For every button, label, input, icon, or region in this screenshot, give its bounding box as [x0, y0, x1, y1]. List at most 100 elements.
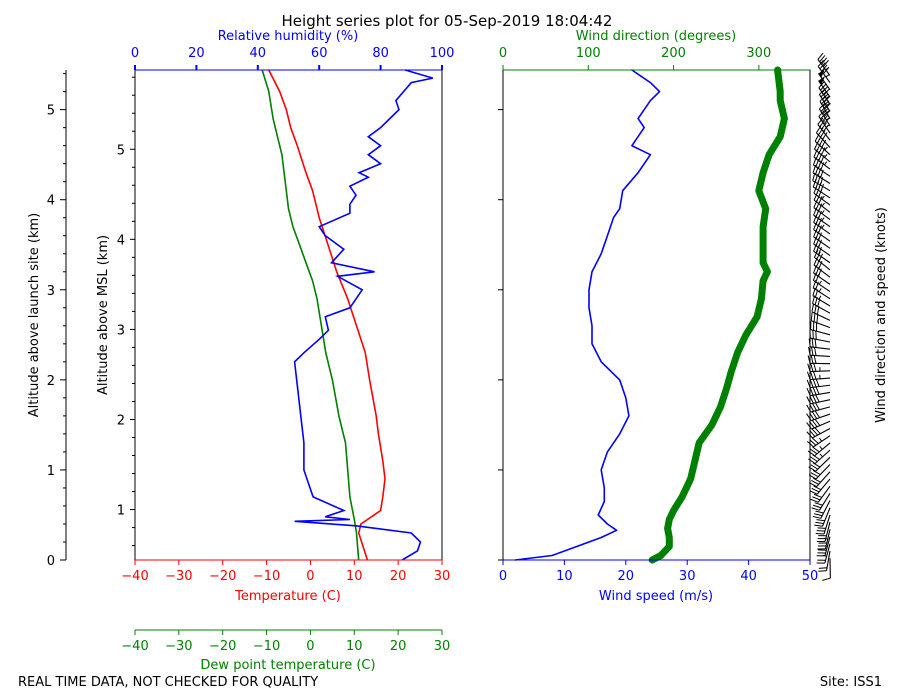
wind-barb	[810, 406, 831, 413]
wind-barb-feather	[818, 570, 827, 572]
wind-barb	[814, 140, 831, 156]
wind-barb-feather	[816, 519, 825, 522]
wind-barb-feather	[806, 379, 811, 388]
wind-barb	[824, 522, 831, 542]
wind-barb-feather	[818, 196, 823, 205]
wind-barb-feather	[816, 314, 819, 323]
wind-barb-feather	[812, 395, 817, 403]
wind-barb-feather	[808, 466, 816, 472]
wind-barb-feather	[813, 363, 817, 372]
wind-direction-tick-label: 100	[576, 46, 601, 61]
wind-barb	[813, 243, 831, 257]
wind-ticks: 0 10 20 30 40 50 0 100 200 300	[498, 46, 818, 584]
wind-barb-feather	[812, 386, 817, 395]
humidity-tick-label: 60	[311, 46, 328, 61]
humidity-tick-label: 100	[430, 46, 455, 61]
launch-alt-tick-label: 1	[47, 464, 55, 479]
dewpoint-tick-label: 30	[434, 639, 451, 654]
thermo-series-group	[261, 69, 434, 561]
wind-barb-feather	[818, 110, 825, 117]
dewpoint-tick-label: 10	[346, 639, 363, 654]
wind-barb-feather	[810, 498, 819, 503]
wind-barb-feather	[812, 462, 821, 468]
wind-barb-feather	[813, 493, 822, 498]
wind_speed-series-line	[514, 69, 661, 561]
humidity-tick-label: 0	[131, 46, 139, 61]
thermo-panel: −40 −30 −20 −10 0 10 20 30−40 −30 −20 −10 0 10 20 300 2…	[27, 29, 454, 673]
wind-barb	[818, 80, 831, 98]
wind-barb-feather	[810, 355, 814, 364]
wind-barb-feather	[818, 239, 822, 248]
wind-barb-feather	[813, 477, 821, 483]
wind-barb-feather	[806, 371, 811, 380]
wind-barb	[823, 514, 831, 535]
wind-barb-feather	[810, 448, 818, 455]
wind-barb	[817, 66, 831, 83]
wind-barb	[810, 384, 831, 389]
dewpoint-tick-label: 20	[390, 639, 407, 654]
wind-barb	[812, 172, 831, 184]
wind-barb-feather	[818, 203, 823, 212]
wind-barb-feather	[819, 120, 826, 128]
wind-barb	[812, 428, 831, 439]
wind-barb-feather	[814, 502, 823, 506]
wind-barb	[813, 164, 831, 177]
wind-barb-feather	[813, 485, 822, 491]
wind-barb-feather	[822, 132, 828, 140]
wind-barb-feather	[806, 440, 814, 448]
wind-barb-feather	[814, 347, 817, 356]
wind-barb-feather	[808, 458, 816, 464]
wind-speed-tick-label: 20	[618, 569, 635, 584]
wind-barb-flag	[818, 76, 826, 85]
wind-barb	[818, 116, 831, 134]
wind-barb-feather	[814, 402, 820, 410]
wind-barb-feather	[811, 507, 820, 511]
wind-barb-feather	[813, 355, 817, 364]
wind-barb-feather	[810, 312, 813, 321]
wind-barb-feather	[812, 371, 817, 380]
wind-barb-feather	[818, 246, 822, 255]
wind-barb	[814, 256, 831, 271]
wind-barb-feather	[811, 419, 818, 428]
dewpoint-tick-label: −10	[253, 639, 280, 654]
temperature-tick-label: 30	[434, 569, 451, 584]
wind-speed-tick-label: 40	[740, 569, 757, 584]
wind-barb-half-feather	[825, 67, 830, 71]
humidity-series-line	[293, 69, 434, 561]
wind-barb	[812, 287, 831, 300]
wind-barb	[813, 264, 831, 278]
wind-barb	[810, 413, 831, 422]
barb-axis-label: Wind direction and speed (knots)	[874, 207, 889, 423]
wind-barb-feather	[812, 504, 822, 509]
wind-barb	[810, 329, 831, 336]
wind-barb-half-feather	[821, 210, 825, 214]
wind-barb-feather	[810, 472, 819, 478]
wind-barb-half-feather	[823, 161, 828, 166]
wind-barb-feather	[818, 127, 824, 136]
msl-tick-label: 5	[117, 143, 125, 158]
wind-barb	[813, 229, 831, 242]
wind-barb	[815, 464, 831, 480]
wind-barb	[824, 536, 831, 557]
wind-barb-feather	[811, 480, 819, 485]
dewpoint-tick-label: −40	[121, 639, 148, 654]
wind-barb-feather	[811, 487, 820, 493]
wind-barb-feather	[820, 90, 828, 98]
wind-barb	[820, 500, 831, 519]
wind-barb-feather	[814, 524, 823, 527]
msl-tick-label: 3	[117, 323, 125, 338]
footer-quality-note: REAL TIME DATA, NOT CHECKED FOR QUALITY	[18, 675, 318, 690]
launch-alt-tick-label: 4	[47, 194, 55, 209]
wind-barb	[818, 87, 831, 105]
wind-barb-feather	[809, 482, 817, 488]
wind-barb	[812, 295, 831, 307]
wind-barb-feather	[808, 346, 811, 356]
wind-barb-half-feather	[819, 453, 823, 458]
wind-speed-tick-label: 0	[499, 569, 507, 584]
wind-barb-feather	[809, 412, 815, 420]
wind-barb	[812, 180, 831, 192]
wind-barb-feather	[818, 218, 822, 227]
wind-barb-feather	[807, 363, 811, 372]
msl-tick-label: 1	[117, 504, 125, 519]
wind-barb-feather	[809, 395, 814, 404]
